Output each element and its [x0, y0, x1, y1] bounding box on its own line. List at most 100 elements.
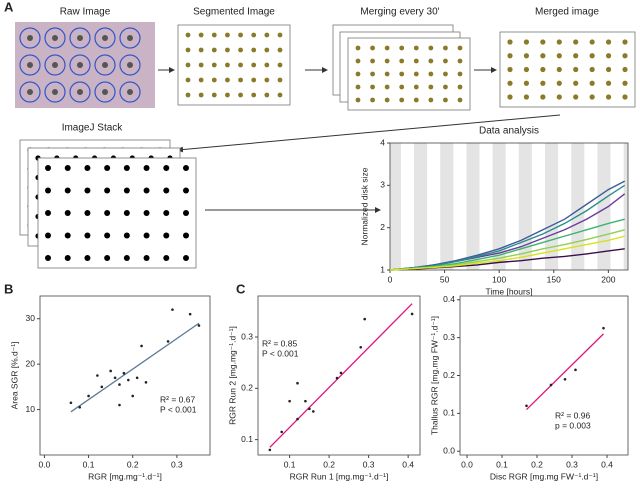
disk [622, 80, 628, 86]
disk [573, 53, 579, 59]
x-tick-label: 0.3 [566, 459, 578, 469]
point [171, 308, 174, 311]
disk [102, 35, 108, 41]
disk [238, 77, 243, 83]
disk [251, 62, 257, 68]
disk [45, 210, 51, 216]
disk [507, 80, 513, 86]
disk [77, 89, 83, 95]
disk [163, 210, 170, 216]
disk [355, 97, 361, 103]
x-tick-label: 50 [440, 274, 450, 284]
disk [556, 39, 562, 45]
disk [589, 39, 595, 45]
well [44, 27, 66, 49]
disk [27, 35, 33, 41]
disk [399, 58, 405, 64]
disk [84, 165, 91, 171]
image-title: Raw Image [60, 7, 111, 18]
disk [238, 62, 243, 68]
x-axis-label: Disc RGR [mg.mg FW⁻¹.d⁻¹] [490, 471, 598, 481]
disk [355, 58, 361, 64]
y-tick-label: 30 [26, 313, 36, 323]
point [563, 377, 567, 381]
well [94, 27, 116, 49]
x-tick-label: 0.4 [402, 459, 414, 469]
point [339, 371, 343, 375]
well [44, 54, 66, 76]
point [268, 448, 272, 452]
disk [443, 71, 448, 77]
disk [123, 165, 130, 171]
disk [45, 187, 51, 194]
point [410, 312, 414, 316]
disk [428, 45, 434, 51]
fit-line [70, 322, 200, 413]
disk [277, 92, 283, 98]
point [87, 394, 90, 398]
point [166, 340, 170, 343]
fit-line [526, 333, 604, 411]
disk [413, 58, 419, 64]
disk [198, 32, 204, 38]
disk [428, 84, 434, 90]
disk [556, 94, 562, 100]
point [304, 399, 307, 403]
disk [183, 165, 189, 171]
night-band [440, 143, 454, 270]
disk [143, 255, 150, 261]
disk [540, 39, 546, 45]
disk [589, 66, 595, 73]
disk [251, 47, 257, 53]
point [288, 399, 291, 403]
disk [457, 45, 463, 51]
y-tick-label: 4 [380, 137, 385, 147]
disk [52, 35, 58, 41]
disk [104, 255, 111, 261]
well [94, 81, 116, 103]
disk [183, 210, 189, 216]
disk [264, 47, 270, 53]
well [119, 54, 141, 76]
disk [143, 210, 150, 216]
y-tick-label: 0.2 [443, 370, 455, 380]
point [109, 369, 112, 373]
disk [185, 62, 191, 68]
disk [84, 210, 91, 216]
disk [443, 97, 448, 103]
y-tick-label: 1 [380, 264, 385, 274]
disk [198, 62, 204, 68]
y-tick-label: 2 [380, 222, 385, 232]
disk [127, 62, 133, 68]
disk [64, 165, 71, 171]
disk [399, 71, 405, 77]
x-tick-label: 0.1 [496, 459, 508, 469]
x-tick-label: 100 [492, 274, 506, 284]
disk [428, 58, 434, 64]
disk [127, 89, 133, 95]
y-axis-label: Area SGR [%.d⁻¹] [9, 342, 19, 410]
disk [370, 84, 375, 90]
disk [370, 97, 375, 103]
x-tick-label: 0.0 [39, 459, 51, 469]
disk [384, 58, 390, 64]
disk [45, 255, 51, 261]
disk [251, 32, 257, 38]
disk [127, 35, 133, 41]
chart-title: Data analysis [479, 126, 539, 137]
disk [185, 77, 191, 83]
plot-frame [389, 142, 629, 271]
disk [211, 62, 217, 68]
night-band [623, 143, 628, 270]
disk [622, 66, 628, 73]
disk [27, 89, 33, 95]
disk [540, 53, 546, 59]
x-tick-label: 0.4 [601, 459, 613, 469]
y-tick-label: 20 [26, 358, 36, 368]
y-tick-label: 0.1 [443, 408, 455, 418]
disk [523, 94, 530, 100]
disk [225, 92, 230, 98]
disk [370, 45, 375, 51]
night-band [545, 143, 559, 270]
